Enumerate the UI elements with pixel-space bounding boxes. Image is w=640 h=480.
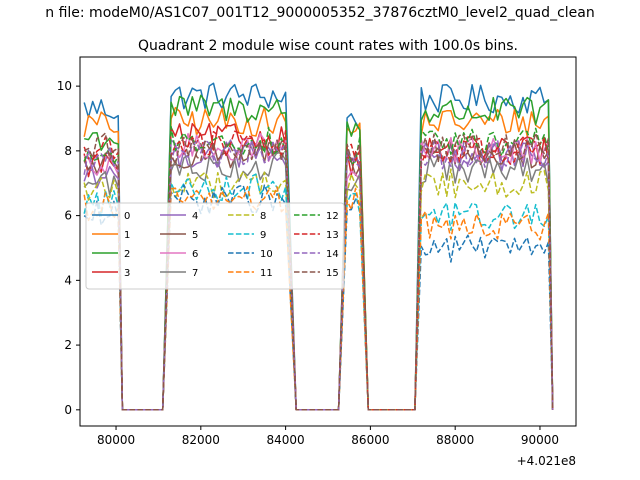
y-tick-label: 4: [64, 273, 72, 287]
plot-frame: [79, 56, 577, 427]
x-tick-label: 90000: [521, 433, 559, 447]
legend-label: 10: [260, 249, 273, 260]
y-tick-label: 8: [64, 144, 72, 158]
y-tick-label: 2: [64, 338, 72, 352]
legend-label: 15: [326, 268, 339, 279]
series-line-12: [83, 125, 554, 411]
legend-label: 4: [192, 211, 198, 222]
legend-label: 3: [124, 268, 130, 279]
y-tick-label: 6: [64, 209, 72, 223]
plot-area: [83, 82, 554, 411]
legend-label: 12: [326, 211, 339, 222]
legend-label: 2: [124, 249, 130, 260]
y-tick-label: 10: [57, 79, 72, 93]
series-line-13: [83, 130, 554, 411]
x-tick-label: 84000: [267, 433, 305, 447]
legend-label: 13: [326, 230, 339, 241]
x-offset-label: +4.021e8: [517, 454, 576, 468]
legend-label: 0: [124, 211, 130, 222]
x-tick-label: 82000: [182, 433, 220, 447]
legend-label: 1: [124, 230, 130, 241]
series-line-15: [83, 132, 554, 411]
x-tick-label: 80000: [97, 433, 135, 447]
figure-suptitle: n file: modeM0/AS1C07_001T12_9000005352_…: [45, 5, 594, 21]
x-tick-label: 86000: [351, 433, 389, 447]
legend-label: 6: [192, 249, 198, 260]
legend-label: 5: [192, 230, 198, 241]
legend-label: 8: [260, 211, 266, 222]
chart-title: Quadrant 2 module wise count rates with …: [138, 38, 518, 54]
legend-label: 7: [192, 268, 198, 279]
x-tick-label: 88000: [436, 433, 474, 447]
y-axis: 0 2 4 6 8 10: [57, 79, 80, 417]
legend-label: 11: [260, 268, 273, 279]
y-tick-label: 0: [64, 403, 72, 417]
legend-label: 9: [260, 230, 266, 241]
legend-box: [85, 202, 345, 290]
series-line-9: [83, 173, 554, 411]
legend-label: 14: [326, 249, 339, 260]
x-axis: 80000 82000 84000 86000 88000 90000: [97, 426, 559, 447]
